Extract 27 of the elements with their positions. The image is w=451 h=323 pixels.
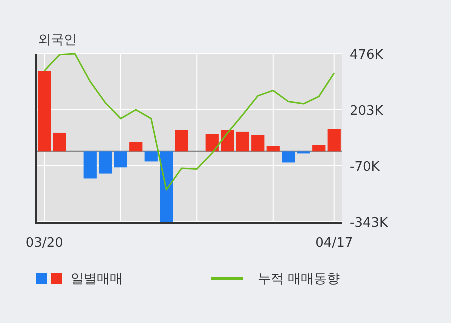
- bar: [144, 152, 158, 162]
- bar: [328, 129, 341, 152]
- bar: [38, 71, 52, 152]
- bar: [252, 135, 265, 152]
- bar: [236, 132, 250, 152]
- y-tick-label: -343K: [350, 216, 389, 231]
- bar: [84, 152, 97, 179]
- y-tick-label: 476K: [350, 48, 384, 63]
- bar: [130, 142, 143, 152]
- bar: [175, 130, 188, 152]
- y-tick-label: 203K: [350, 104, 384, 119]
- legend-label: 일별매매: [71, 272, 123, 287]
- x-tick-label: 04/17: [316, 236, 354, 251]
- bar: [160, 152, 174, 222]
- bar: [53, 132, 66, 152]
- x-tick-label: 03/20: [26, 236, 64, 251]
- bar: [221, 130, 234, 152]
- bar: [282, 152, 296, 163]
- bar: [99, 152, 112, 174]
- y-tick-label: -70K: [350, 160, 380, 175]
- chart-title: 외국인: [38, 33, 77, 48]
- bar: [206, 134, 219, 152]
- legend-label: 누적 매매동향: [258, 272, 340, 287]
- bar: [114, 152, 128, 168]
- line-series: [44, 53, 336, 191]
- bar: [312, 145, 326, 152]
- bar: [266, 146, 280, 152]
